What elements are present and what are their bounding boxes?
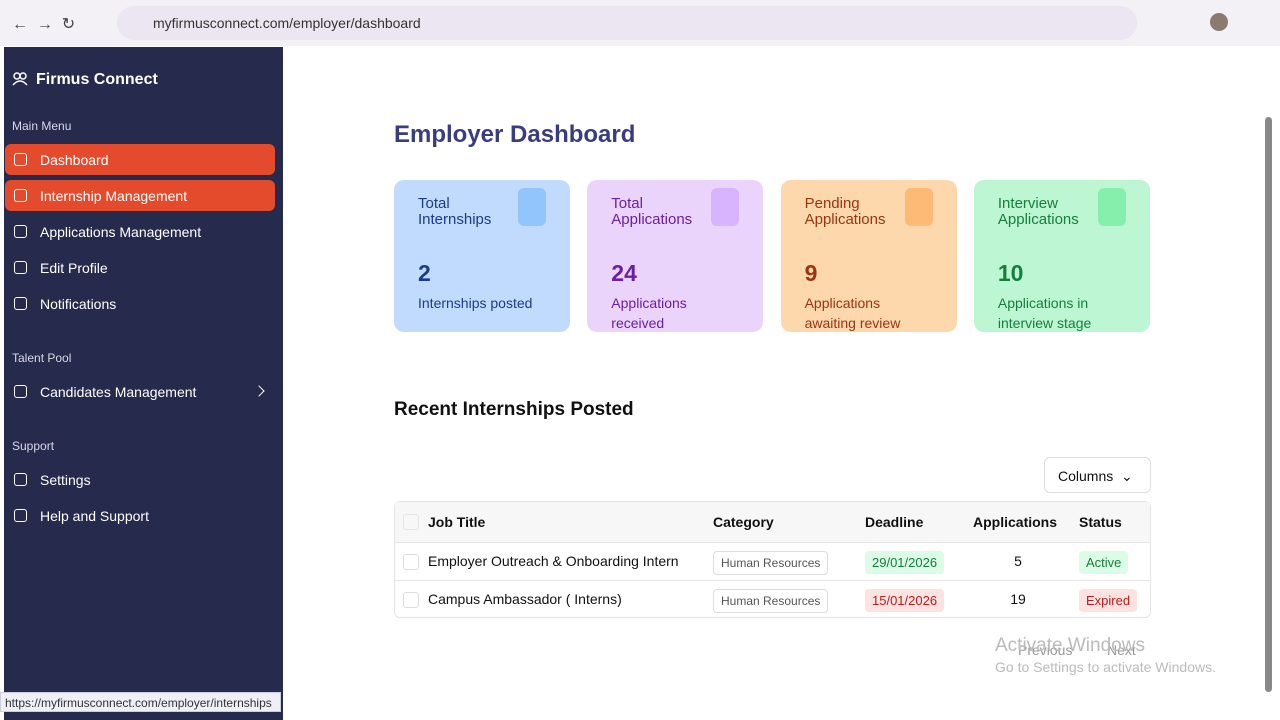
select-all-checkbox[interactable] (403, 514, 419, 530)
column-header: Applications (973, 514, 1058, 530)
browser-toolbar: ← → ↻ myfirmusconnect.com/employer/dashb… (0, 0, 1280, 46)
card-title: Total Applications (611, 195, 693, 228)
menu-icon (14, 509, 27, 522)
card-label: Applications received (611, 295, 687, 331)
stat-card: Interview Applications 10 Applications in … (973, 180, 1150, 332)
menu-item[interactable]: Applications Management (5, 216, 275, 247)
card-icon (711, 188, 740, 226)
brand-icon (12, 72, 28, 86)
stat-card: Total Internships 2 Internships posted (394, 180, 570, 332)
card-title: Interview Applications (997, 195, 1079, 228)
scrollbar[interactable] (1262, 47, 1276, 712)
cell-text: 19 (1010, 591, 1026, 607)
section-heading: Main Menu (12, 119, 72, 133)
table-header: Job Title Category Deadline Applications Sta… (395, 502, 1150, 542)
nav-buttons[interactable]: ← → ↻ (12, 16, 76, 33)
address-bar[interactable]: myfirmusconnect.com/employer/dashboard (117, 6, 1137, 40)
next-button[interactable]: Next (1107, 642, 1136, 658)
cell-text: Employer Outreach & Onboarding Intern (428, 553, 679, 569)
brand: Firmus Connect (36, 71, 158, 88)
menu-item[interactable]: Help and Support (5, 500, 275, 531)
page-title: Employer Dashboard (394, 121, 636, 148)
category-tag: Human Resources (713, 589, 829, 613)
section-heading: Talent Pool (12, 351, 72, 365)
card-value: 24 (611, 260, 637, 286)
cell-text: Campus Ambassador ( Interns) (428, 591, 622, 607)
deadline-badge: 15/01/2026 (865, 589, 945, 612)
menu-item[interactable]: Notifications (5, 288, 275, 319)
category-tag: Human Resources (713, 551, 829, 575)
menu-icon (14, 385, 27, 398)
menu-label: Candidates Management (40, 384, 197, 400)
watermark: Activate Windows Go to Settings to activ… (995, 635, 1216, 675)
menu-icon (14, 473, 27, 486)
column-header: Status (1079, 514, 1122, 530)
cell-text: 5 (1014, 553, 1022, 569)
row-checkbox[interactable] (403, 554, 419, 570)
card-icon (904, 188, 933, 226)
menu-label: Settings (40, 472, 91, 488)
column-header: Deadline (865, 514, 924, 530)
card-label: Applications awaiting review (804, 295, 901, 331)
column-header: Job Title (428, 514, 486, 530)
menu-label: Edit Profile (40, 260, 108, 276)
menu-label: Internship Management (40, 188, 188, 204)
card-title: Total Internships (418, 195, 492, 228)
menu-label: Notifications (40, 296, 117, 312)
status-url: https://myfirmusconnect.com/employer/int… (0, 692, 281, 712)
row-checkbox[interactable] (403, 592, 419, 608)
menu-label: Applications Management (40, 224, 202, 240)
sidebar: Firmus Connect Main Menu Dashboard Interns… (4, 47, 283, 720)
card-icon (1097, 188, 1126, 226)
column-header: Category (713, 514, 774, 530)
button-label: Columns (1058, 468, 1114, 484)
card-value: 10 (997, 260, 1024, 286)
section-title: Recent Internships Posted (394, 399, 634, 420)
card-value: 9 (804, 260, 818, 286)
menu-label: Help and Support (40, 508, 149, 524)
menu-item[interactable]: Internship Management (5, 180, 275, 211)
card-value: 2 (418, 260, 431, 286)
watermark-subtitle: Go to Settings to activate Windows. (995, 659, 1216, 675)
columns-button[interactable]: Columns ⌄ (1044, 457, 1151, 493)
deadline-badge: 29/01/2026 (865, 551, 945, 574)
table-row: Campus Ambassador ( Interns) Human Resour… (395, 580, 1150, 618)
card-title: Pending Applications (804, 195, 886, 228)
menu-icon (14, 189, 27, 202)
table: Job Title Category Deadline Applications Sta… (394, 501, 1151, 618)
menu-icon (14, 153, 27, 166)
menu-item[interactable]: Dashboard (5, 144, 275, 175)
section-heading: Support (12, 439, 55, 453)
stat-card: Total Applications 24 Applications receive… (587, 180, 764, 332)
menu-label: Dashboard (40, 152, 109, 168)
table-row: Employer Outreach & Onboarding Intern Hum… (395, 542, 1150, 580)
menu-icon (14, 225, 27, 238)
status-badge: Expired (1079, 589, 1138, 612)
menu-item[interactable]: Settings (5, 464, 275, 495)
menu-icon (14, 261, 27, 274)
card-label: Internships posted (418, 295, 533, 311)
status-badge: Active (1079, 551, 1129, 574)
card-label: Applications in interview stage (997, 295, 1092, 331)
menu-icon (14, 297, 27, 310)
card-icon (518, 188, 546, 226)
profile-avatar[interactable] (1210, 13, 1228, 31)
menu-item[interactable]: Candidates Management (5, 376, 275, 407)
previous-button[interactable]: Previous (1018, 642, 1073, 658)
watermark-title: Activate Windows (995, 635, 1145, 656)
menu-item[interactable]: Edit Profile (5, 252, 275, 283)
stat-card: Pending Applications 9 Applications awaiti… (780, 180, 957, 332)
